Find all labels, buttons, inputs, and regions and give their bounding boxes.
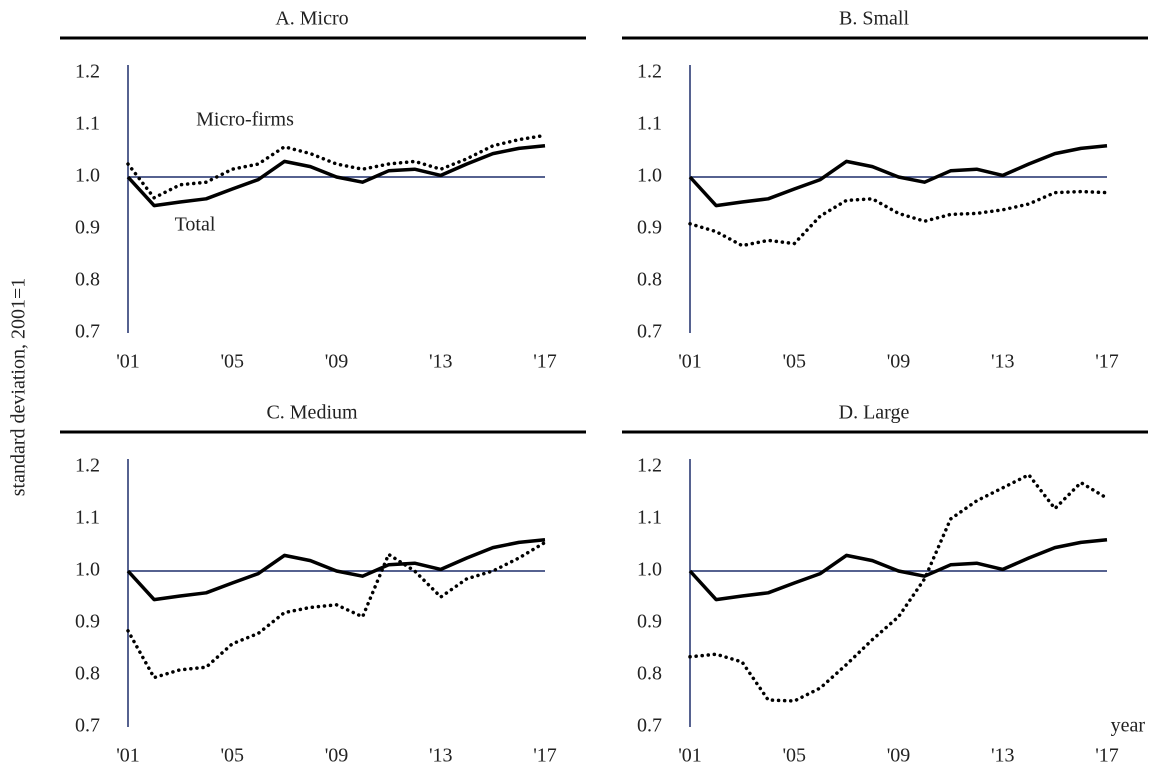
- y-tick-label: 0.8: [637, 269, 662, 291]
- x-tick-label: '13: [991, 745, 1015, 767]
- y-tick-label: 0.8: [75, 663, 100, 685]
- panel-title: D. Large: [839, 402, 910, 424]
- series-label: Total: [175, 214, 216, 236]
- y-tick-label: 0.9: [75, 217, 100, 239]
- y-tick-label: 1.2: [637, 61, 662, 83]
- series-line: [688, 189, 1109, 248]
- y-tick-label: 1.1: [637, 507, 662, 529]
- y-tick-label: 0.8: [637, 663, 662, 685]
- x-tick-label: '13: [429, 745, 453, 767]
- series-line: [126, 144, 546, 208]
- y-axis-label: standard deviation, 2001=1: [8, 278, 30, 496]
- y-tick-label: 0.9: [637, 611, 662, 633]
- x-tick-label: '17: [1095, 745, 1119, 767]
- panel-title: A. Micro: [275, 8, 348, 30]
- x-tick-label: '01: [116, 351, 140, 373]
- x-tick-label: '09: [887, 745, 911, 767]
- panel-title: C. Medium: [266, 402, 358, 424]
- panel: C. Medium 0.7 0.8 0.9 1.0 1.1 1.2 '01 '05 '09 '13 '…: [60, 402, 586, 767]
- x-tick-label: '13: [429, 351, 453, 373]
- x-tick-label: '05: [220, 745, 244, 767]
- y-tick-label: 1.1: [75, 113, 100, 135]
- y-tick-label: 1.2: [637, 455, 662, 477]
- x-tick-label: '17: [533, 745, 557, 767]
- x-tick-label: '01: [678, 351, 702, 373]
- x-tick-label: '01: [116, 745, 140, 767]
- x-tick-label: '09: [887, 351, 911, 373]
- y-tick-label: 0.7: [637, 321, 662, 343]
- series-line: [688, 473, 1109, 703]
- y-tick-label: 1.0: [637, 559, 662, 581]
- y-tick-label: 1.2: [75, 455, 100, 477]
- x-tick-label: '01: [678, 745, 702, 767]
- series-line: [126, 538, 546, 602]
- panel: B. Small 0.7 0.8 0.9 1.0 1.1 1.2 '01 '05 '09 '13 '1…: [622, 8, 1148, 373]
- x-tick-label: '05: [782, 745, 806, 767]
- x-tick-label: '17: [533, 351, 557, 373]
- y-tick-label: 0.7: [75, 321, 100, 343]
- series-line: [126, 133, 547, 200]
- x-axis-label: year: [1111, 715, 1146, 737]
- y-tick-label: 1.0: [637, 165, 662, 187]
- y-tick-label: 1.0: [75, 559, 100, 581]
- x-tick-label: '09: [325, 745, 349, 767]
- panel-title: B. Small: [839, 8, 909, 30]
- x-tick-label: '05: [782, 351, 806, 373]
- y-tick-label: 1.1: [75, 507, 100, 529]
- series-line: [126, 540, 547, 680]
- x-tick-label: '17: [1095, 351, 1119, 373]
- y-tick-label: 0.7: [637, 715, 662, 737]
- y-tick-label: 0.7: [75, 715, 100, 737]
- y-tick-label: 1.1: [637, 113, 662, 135]
- panel: D. Large 0.7 0.8 0.9 1.0 1.1 1.2 '01 '05 '09 '13 '1…: [622, 402, 1148, 767]
- series-line: [688, 144, 1108, 208]
- y-tick-label: 0.9: [75, 611, 100, 633]
- x-tick-label: '09: [325, 351, 349, 373]
- y-tick-label: 0.8: [75, 269, 100, 291]
- series-line: [688, 538, 1108, 602]
- y-tick-label: 0.9: [637, 217, 662, 239]
- series-label: Micro-firms: [196, 109, 294, 131]
- y-tick-label: 1.2: [75, 61, 100, 83]
- y-tick-label: 1.0: [75, 165, 100, 187]
- x-tick-label: '13: [991, 351, 1015, 373]
- panel: A. Micro 0.7 0.8 0.9 1.0 1.1 1.2 '01 '05 '09 '13 '1…: [60, 8, 586, 373]
- x-tick-label: '05: [220, 351, 244, 373]
